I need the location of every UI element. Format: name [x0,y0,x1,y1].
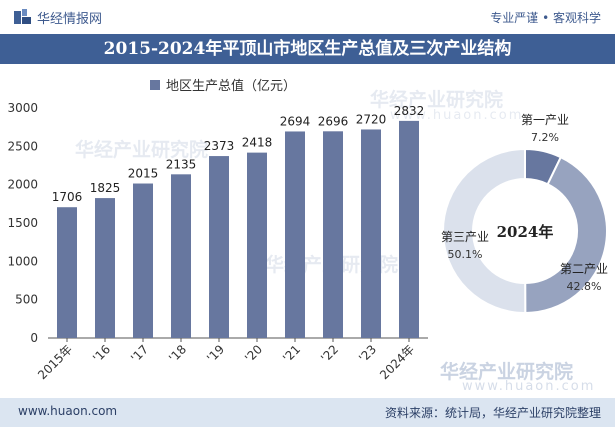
bar-value-label: 2418 [242,136,273,150]
bar [171,174,191,338]
bar-value-label: 2832 [394,104,425,118]
brand: 华经情报网 [14,8,102,27]
x-tick-label: '23 [356,342,379,365]
x-tick-label: 2015年 [35,342,75,382]
bar-value-label: 2373 [204,139,235,153]
bar [95,198,115,338]
slice-name-label: 第二产业 [560,262,608,276]
bar [285,131,305,338]
bar-value-label: 2135 [166,157,197,171]
legend: 地区生产总值（亿元） [150,75,296,94]
legend-label: 地区生产总值（亿元） [166,79,297,94]
y-tick-label: 0 [30,331,38,345]
footer-source: 资料来源：统计局，华经产业研究院整理 [384,406,601,420]
bar [247,152,267,338]
watermark-text: 华经产业研究院 [440,361,574,383]
slice-value-label: 50.1% [448,248,483,261]
bar [209,156,229,338]
bar-value-label: 2720 [356,112,387,126]
watermark-text: 华经产业研究院 [75,139,209,161]
bar [399,120,419,338]
y-tick-label: 2000 [7,178,38,192]
footer-site: www.huaon.com [18,404,118,418]
watermark-domain: www.huaon.com [390,108,524,123]
slice-name-label: 第三产业 [441,230,489,244]
y-tick-label: 2500 [7,139,38,153]
watermark-text: 华经产业研究院 [370,89,504,111]
y-tick-label: 500 [15,293,38,307]
bar [133,183,153,338]
bar [57,207,77,338]
tagline: 专业严谨 • 客观科学 [490,11,601,25]
x-tick-label: '16 [90,342,113,365]
bar-value-label: 2696 [318,114,349,128]
x-tick-label: '22 [318,342,341,365]
bar-value-label: 2015 [128,167,159,181]
x-tick-label: '20 [242,342,265,365]
slice-value-label: 7.2% [531,131,559,144]
x-tick-label: '21 [280,342,303,365]
y-tick-label: 1000 [7,254,38,268]
slice-name-label: 第一产业 [521,113,569,127]
brand-logo-icon [14,9,31,24]
donut-slice [524,155,608,315]
x-tick-label: '19 [204,342,227,365]
legend-swatch [150,79,160,90]
y-tick-label: 3000 [7,101,38,115]
bar-value-label: 1825 [90,181,121,195]
x-tick-label: '18 [166,342,189,365]
footer: www.huaon.com 资料来源：统计局，华经产业研究院整理 [0,398,615,427]
bar-value-label: 1706 [52,190,83,204]
y-tick-label: 1500 [7,216,38,230]
bar [361,129,381,338]
donut-center-label: 2024年 [497,223,554,241]
brand-name: 华经情报网 [37,12,103,27]
watermark-domain: www.huaon.com [462,379,596,394]
donut-slice [442,147,527,315]
slice-value-label: 42.8% [567,280,602,293]
top-bar: 华经情报网 专业严谨 • 客观科学 [0,0,615,34]
bar [323,131,343,338]
chart-title: 2015-2024年平顶山市地区生产总值及三次产业结构 [103,39,512,59]
bar-value-label: 2694 [280,114,311,128]
x-tick-label: 2024年 [377,342,417,382]
x-tick-label: '17 [128,342,151,365]
title-bar: 2015-2024年平顶山市地区生产总值及三次产业结构 [0,34,615,64]
